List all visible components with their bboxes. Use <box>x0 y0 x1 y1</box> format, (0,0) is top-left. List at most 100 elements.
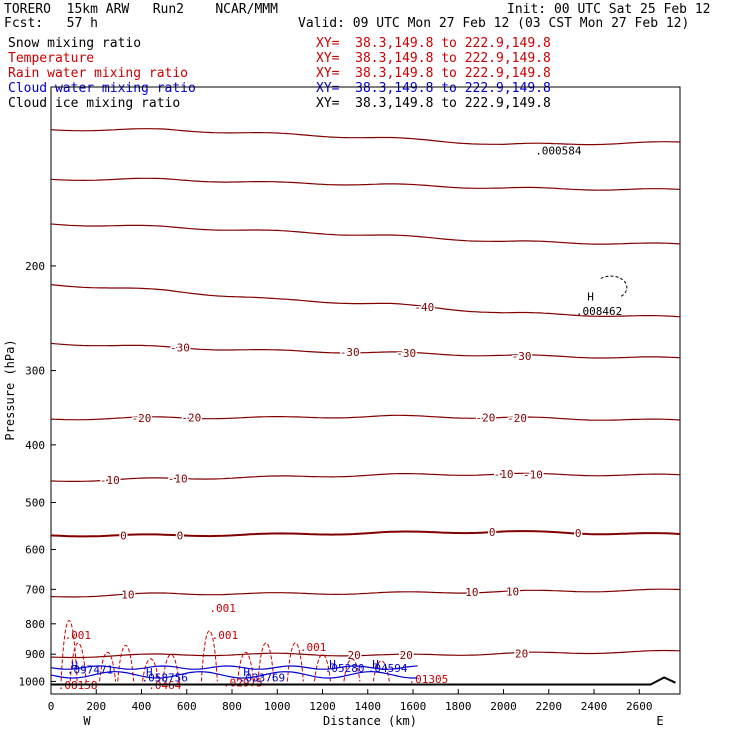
rain-contour <box>142 658 160 682</box>
rain-contour <box>314 654 332 682</box>
y-tick-label: 200 <box>25 260 45 273</box>
terrain-line <box>51 676 676 686</box>
y-tick-label: 600 <box>25 544 45 557</box>
x-axis-ticks: 0 200 400 600 800 1000 1200 1400 1600 1800 2000 220… <box>48 689 653 713</box>
y-axis-ticks: 200 300 400 500 600 700 800 900 1000 <box>19 260 56 688</box>
isotherm-label: 20 <box>400 649 413 662</box>
cloud-water-label: .033769 <box>239 672 285 685</box>
rain-label: .08158 <box>58 679 98 692</box>
rain-label: .001 <box>300 641 327 654</box>
legend-cloud-water-name: Cloud water mixing ratio <box>8 81 196 96</box>
x-tick-label: 400 <box>132 700 152 713</box>
isotherm-line <box>50 414 681 421</box>
header-init: Init: 00 UTC Sat 25 Feb 12 <box>507 2 711 17</box>
cloud-water-label: .097471 <box>67 664 113 677</box>
x-tick-label: 0 <box>48 700 55 713</box>
isotherm-label: -30 <box>340 346 360 359</box>
isotherm-label: -30 <box>170 342 190 355</box>
isotherm-label: 0 <box>489 526 496 539</box>
cloud-water-label: .04594 <box>368 662 408 675</box>
cloud-water-contour <box>50 671 418 679</box>
x-tick-label: 1400 <box>355 700 382 713</box>
isotherm-label: -20 <box>181 412 201 425</box>
snow-label: .000584 <box>535 145 582 158</box>
isotherm-line <box>50 530 681 538</box>
x-axis-left-label: W <box>83 714 91 728</box>
x-tick-label: 1800 <box>445 700 472 713</box>
isotherm-line <box>50 223 681 245</box>
cloud-water-label: .05280 <box>325 662 365 675</box>
snow-label: .008462 <box>576 305 622 318</box>
x-tick-label: 1000 <box>264 700 291 713</box>
isotherm-line <box>50 177 681 191</box>
rain-contour <box>99 651 117 682</box>
isotherm-label: -30 <box>512 350 532 363</box>
isotherm-label: 0 <box>120 529 127 542</box>
isotherm-label: -20 <box>475 411 495 424</box>
legend-temperature-name: Temperature <box>8 51 95 66</box>
x-tick-label: 2600 <box>626 700 653 713</box>
x-axis-right-label: E <box>656 714 663 728</box>
x-tick-label: 1600 <box>400 700 427 713</box>
header-valid: Valid: 09 UTC Mon 27 Feb 12 (03 CST Mon … <box>298 16 690 31</box>
rain-contour <box>200 630 218 682</box>
legend-snow-name: Snow mixing ratio <box>8 36 142 51</box>
x-tick-label: 2400 <box>581 700 608 713</box>
x-tick-label: 2200 <box>536 700 563 713</box>
isotherm-line <box>50 342 681 359</box>
isotherm-label: 0 <box>177 529 184 542</box>
snow-contours: .000584 .008462 H <box>535 145 628 318</box>
rain-contour <box>117 645 135 682</box>
isotherm-label: 0 <box>575 527 582 540</box>
isotherm-label: -40 <box>414 301 434 314</box>
legend-snow-xy: XY= 38.3,149.8 to 222.9,149.8 <box>316 36 551 51</box>
header-title-left: TORERO 15km ARW Run2 NCAR/MMM <box>4 2 278 17</box>
isotherm-label: 20 <box>515 647 528 660</box>
isotherm-line <box>50 649 681 659</box>
y-tick-label: 400 <box>25 439 45 452</box>
legend-ice-name: Cloud ice mixing ratio <box>8 96 181 111</box>
rain-contour <box>343 658 361 682</box>
isotherm-label: -10 <box>523 468 543 481</box>
isotherm-line <box>50 472 681 482</box>
cloud-water-label: .058756 <box>142 672 188 685</box>
cloud-water-contour <box>50 665 418 670</box>
header-fcst: Fcst: 57 h <box>4 16 98 31</box>
isotherm-label: -20 <box>132 412 152 425</box>
isotherm-label: -10 <box>168 472 188 485</box>
x-tick-label: 200 <box>86 700 106 713</box>
plot-frame <box>50 86 681 695</box>
legend-rain-xy: XY= 38.3,149.8 to 222.9,149.8 <box>316 66 551 81</box>
rain-label: .001 <box>65 629 92 642</box>
y-tick-label: 500 <box>25 496 45 509</box>
x-tick-label: 600 <box>177 700 197 713</box>
snow-contour <box>600 275 628 297</box>
temperature-isotherms: -40 -30 -30 -30 -30 -20 -20 -20 -20 -10 -10 -10 -10 0… <box>50 128 681 664</box>
legend-ice-xy: XY= 38.3,149.8 to 222.9,149.8 <box>316 96 551 111</box>
isotherm-line <box>50 128 681 146</box>
y-tick-label: 800 <box>25 618 45 631</box>
isotherm-label: 20 <box>348 649 361 662</box>
isotherm-label: 10 <box>506 585 519 598</box>
cloud-water-high-marker: H <box>329 658 336 671</box>
isotherm-line <box>50 588 681 598</box>
legend-temperature-xy: XY= 38.3,149.8 to 222.9,149.8 <box>316 51 551 66</box>
y-tick-label: 1000 <box>19 675 46 688</box>
rain-contour <box>162 654 180 682</box>
rain-contour <box>257 642 275 682</box>
x-tick-label: 2000 <box>490 700 517 713</box>
isotherm-line <box>50 284 681 318</box>
rain-label: .02975 <box>223 677 263 690</box>
legend-cloud-water-xy: XY= 38.3,149.8 to 222.9,149.8 <box>316 81 551 96</box>
rain-label: .001 <box>209 602 236 615</box>
isotherm-label: -20 <box>507 412 527 425</box>
rain-contour <box>69 642 87 682</box>
snow-high-marker: H <box>587 290 594 303</box>
isotherm-label: -30 <box>396 347 416 360</box>
isotherm-label: 10 <box>465 586 478 599</box>
rain-label: .0464 <box>148 679 181 692</box>
cloud-water-high-marker: H <box>146 666 153 679</box>
cloud-water-high-marker: H <box>243 666 250 679</box>
